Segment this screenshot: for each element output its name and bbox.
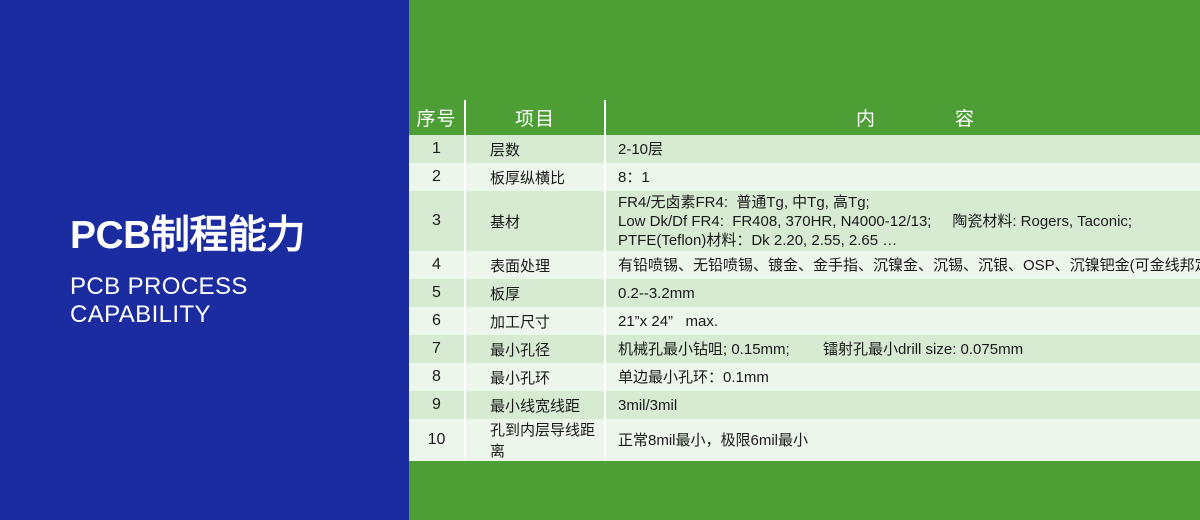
column-header-content: 内 容 <box>605 100 1200 135</box>
cell-content: 3mil/3mil <box>605 391 1200 419</box>
cell-row-number: 9 <box>409 391 466 419</box>
table-header: 序号 项目 内 容 <box>409 100 1200 135</box>
table-row: 9 最小线宽线距 3mil/3mil <box>409 391 1200 419</box>
cell-row-number: 10 <box>409 419 466 461</box>
cell-row-number: 5 <box>409 279 466 307</box>
content-line: 8：1 <box>618 168 650 186</box>
cell-item-name: 加工尺寸 <box>465 307 606 335</box>
page-subtitle: PCB PROCESS CAPABILITY <box>70 273 400 329</box>
page-title: PCB制程能力 <box>70 214 305 257</box>
cell-content: 21”x 24” max. <box>605 307 1200 335</box>
content-line: 有铅喷锡、无铅喷锡、镀金、金手指、沉镍金、沉锡、沉银、OSP、沉镍钯金(可金线邦… <box>618 256 1200 274</box>
content-line: PTFE(Teflon)材料：Dk 2.20, 2.55, 2.65 … <box>618 231 898 249</box>
content-line: 2-10层 <box>618 140 664 158</box>
table-row: 7 最小孔径 机械孔最小钻咀; 0.15mm; 镭射孔最小drill size: 0… <box>409 335 1200 363</box>
spec-table-wrap: 序号 项目 内 容 1 层数 2-10层 2 板厚纵横比 8：1 3 基材 FR4/无卤素FR4… <box>409 100 1200 461</box>
pcb-capability-table: 序号 项目 内 容 1 层数 2-10层 2 板厚纵横比 8：1 3 基材 FR4/无卤素FR4… <box>409 100 1200 461</box>
cell-item-name: 孔到内层导线距离 <box>465 419 606 461</box>
cell-item-name: 基材 <box>465 191 606 251</box>
cell-row-number: 4 <box>409 251 466 279</box>
cell-item-name: 板厚 <box>465 279 606 307</box>
cell-row-number: 7 <box>409 335 466 363</box>
table-body: 1 层数 2-10层 2 板厚纵横比 8：1 3 基材 FR4/无卤素FR4: 普通Tg, 中T… <box>409 135 1200 461</box>
cell-row-number: 6 <box>409 307 466 335</box>
content-line: 正常8mil最小，极限6mil最小 <box>618 431 809 449</box>
content-line: 3mil/3mil <box>618 396 678 414</box>
content-line: FR4/无卤素FR4: 普通Tg, 中Tg, 高Tg; <box>618 193 870 211</box>
table-row: 10 孔到内层导线距离 正常8mil最小，极限6mil最小 <box>409 419 1200 461</box>
column-header-item: 项目 <box>465 100 606 135</box>
table-row: 6 加工尺寸 21”x 24” max. <box>409 307 1200 335</box>
cell-content: 单边最小孔环：0.1mm <box>605 363 1200 391</box>
cell-row-number: 8 <box>409 363 466 391</box>
cell-item-name: 表面处理 <box>465 251 606 279</box>
cell-item-name: 最小孔环 <box>465 363 606 391</box>
cell-item-name: 最小线宽线距 <box>465 391 606 419</box>
cell-row-number: 3 <box>409 191 466 251</box>
page-subtitle-line2: CAPABILITY <box>70 301 211 328</box>
cell-content: 有铅喷锡、无铅喷锡、镀金、金手指、沉镍金、沉锡、沉银、OSP、沉镍钯金(可金线邦… <box>605 251 1200 279</box>
content-line: 机械孔最小钻咀; 0.15mm; 镭射孔最小drill size: 0.075m… <box>618 340 1024 358</box>
right-content-panel: 序号 项目 内 容 1 层数 2-10层 2 板厚纵横比 8：1 3 基材 FR4/无卤素FR4… <box>409 0 1200 520</box>
cell-content: 0.2--3.2mm <box>605 279 1200 307</box>
page-subtitle-line1: PCB PROCESS <box>70 273 248 300</box>
cell-row-number: 2 <box>409 163 466 191</box>
content-line: 单边最小孔环：0.1mm <box>618 368 769 386</box>
content-line: Low Dk/Df FR4: FR408, 370HR, N4000-12/13… <box>618 212 1133 230</box>
table-row: 2 板厚纵横比 8：1 <box>409 163 1200 191</box>
title-block: PCB制程能力 PCB PROCESS CAPABILITY <box>70 213 400 329</box>
left-title-panel: PCB制程能力 PCB PROCESS CAPABILITY <box>0 0 409 520</box>
cell-content: 8：1 <box>605 163 1200 191</box>
cell-item-name: 层数 <box>465 135 606 163</box>
table-header-row: 序号 项目 内 容 <box>409 100 1200 135</box>
cell-content: 机械孔最小钻咀; 0.15mm; 镭射孔最小drill size: 0.075m… <box>605 335 1200 363</box>
cell-row-number: 1 <box>409 135 466 163</box>
cell-item-name: 板厚纵横比 <box>465 163 606 191</box>
column-header-no: 序号 <box>409 100 466 135</box>
table-row: 5 板厚 0.2--3.2mm <box>409 279 1200 307</box>
table-row: 8 最小孔环 单边最小孔环：0.1mm <box>409 363 1200 391</box>
cell-content: FR4/无卤素FR4: 普通Tg, 中Tg, 高Tg; Low Dk/Df FR4… <box>605 191 1200 251</box>
table-row: 3 基材 FR4/无卤素FR4: 普通Tg, 中Tg, 高Tg; Low Dk/Df … <box>409 191 1200 251</box>
cell-item-name: 最小孔径 <box>465 335 606 363</box>
table-row: 4 表面处理 有铅喷锡、无铅喷锡、镀金、金手指、沉镍金、沉锡、沉银、OSP、沉镍钯金… <box>409 251 1200 279</box>
table-row: 1 层数 2-10层 <box>409 135 1200 163</box>
content-line: 21”x 24” max. <box>618 312 719 330</box>
cell-content: 2-10层 <box>605 135 1200 163</box>
cell-content: 正常8mil最小，极限6mil最小 <box>605 419 1200 461</box>
content-line: 0.2--3.2mm <box>618 284 695 302</box>
